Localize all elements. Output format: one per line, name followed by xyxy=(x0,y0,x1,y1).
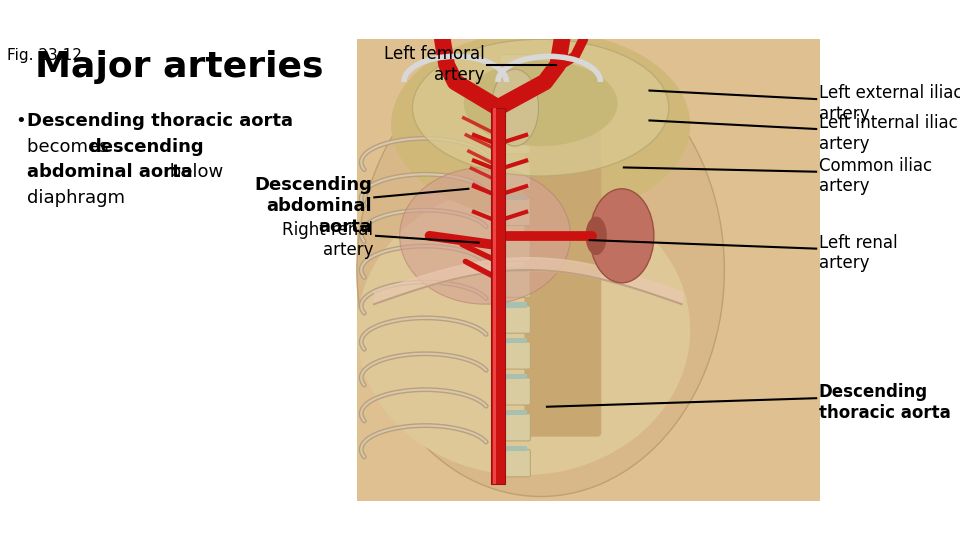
Bar xyxy=(503,123,527,128)
FancyBboxPatch shape xyxy=(499,198,530,226)
Bar xyxy=(503,159,527,164)
Text: becomes: becomes xyxy=(27,138,114,156)
Ellipse shape xyxy=(464,60,617,146)
Text: below: below xyxy=(164,163,224,181)
Text: Left renal
artery: Left renal artery xyxy=(819,233,898,272)
Bar xyxy=(503,302,527,308)
Bar xyxy=(503,231,527,236)
Bar xyxy=(503,195,527,200)
Text: Descending
abdominal
aorta: Descending abdominal aorta xyxy=(253,176,372,235)
Bar xyxy=(503,339,527,343)
Text: Major arteries: Major arteries xyxy=(36,50,324,84)
Ellipse shape xyxy=(589,189,654,283)
Ellipse shape xyxy=(391,31,690,219)
Ellipse shape xyxy=(357,185,690,475)
Bar xyxy=(503,267,527,272)
Bar xyxy=(357,39,821,501)
Bar xyxy=(492,107,496,484)
Text: descending: descending xyxy=(88,138,204,156)
FancyBboxPatch shape xyxy=(499,55,530,82)
FancyBboxPatch shape xyxy=(499,163,530,190)
Bar xyxy=(503,446,527,451)
Text: Fig. 23.12: Fig. 23.12 xyxy=(7,48,82,63)
Ellipse shape xyxy=(413,39,669,176)
Text: Left external iliac
artery: Left external iliac artery xyxy=(819,84,960,123)
Text: diaphragm: diaphragm xyxy=(27,189,126,207)
Text: Descending
thoracic aorta: Descending thoracic aorta xyxy=(819,383,950,422)
FancyBboxPatch shape xyxy=(499,306,530,333)
FancyBboxPatch shape xyxy=(524,103,601,437)
FancyBboxPatch shape xyxy=(499,414,530,441)
Bar xyxy=(503,374,527,380)
Ellipse shape xyxy=(492,69,539,146)
Text: Common iliac
artery: Common iliac artery xyxy=(819,157,932,195)
Text: Left internal iliac
artery: Left internal iliac artery xyxy=(819,114,957,153)
FancyBboxPatch shape xyxy=(499,270,530,298)
Text: Left femoral
artery: Left femoral artery xyxy=(384,45,485,84)
FancyBboxPatch shape xyxy=(499,377,530,405)
Text: Right renal
artery: Right renal artery xyxy=(282,221,373,260)
Ellipse shape xyxy=(586,217,607,255)
Ellipse shape xyxy=(357,44,725,496)
Bar xyxy=(503,87,527,92)
FancyBboxPatch shape xyxy=(499,449,530,477)
FancyBboxPatch shape xyxy=(499,91,530,118)
Text: •: • xyxy=(15,112,26,130)
Bar xyxy=(503,410,527,415)
Ellipse shape xyxy=(399,167,570,304)
FancyBboxPatch shape xyxy=(499,342,530,369)
Text: abdominal aorta: abdominal aorta xyxy=(27,163,193,181)
FancyBboxPatch shape xyxy=(499,126,530,154)
Bar xyxy=(492,107,505,484)
Text: Descending thoracic aorta: Descending thoracic aorta xyxy=(27,112,294,130)
FancyBboxPatch shape xyxy=(499,234,530,261)
